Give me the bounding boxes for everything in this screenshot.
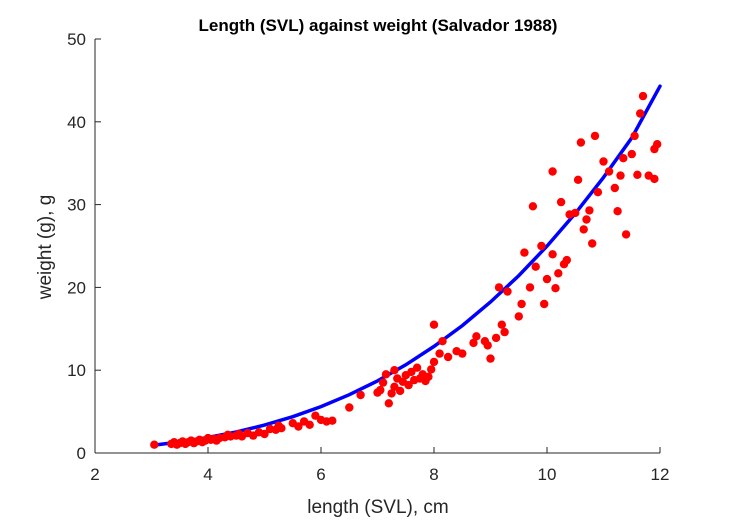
- x-axis-ticks: 2 4 6 8 10 12: [90, 447, 669, 484]
- data-point: [621, 230, 631, 239]
- data-point: [551, 284, 560, 293]
- data-point: [542, 274, 552, 284]
- data-point: [378, 378, 388, 387]
- data-point: [576, 138, 586, 147]
- data-point: [537, 241, 546, 251]
- data-point: [497, 320, 506, 329]
- data-point: [627, 149, 636, 159]
- data-point: [435, 349, 444, 358]
- data-point: [328, 416, 337, 425]
- chart-title: Length (SVL) against weight (Salvador 19…: [199, 16, 558, 35]
- data-point: [424, 372, 433, 381]
- data-point: [613, 207, 622, 216]
- data-point: [486, 354, 495, 363]
- data-point: [590, 131, 600, 141]
- axes: [94, 39, 660, 454]
- data-point: [387, 389, 396, 398]
- data-point: [427, 365, 436, 374]
- data-point: [554, 269, 563, 278]
- data-point: [528, 202, 538, 211]
- data-point: [390, 366, 399, 375]
- data-point: [573, 175, 583, 184]
- data-point: [593, 188, 603, 197]
- data-point: [305, 420, 314, 429]
- data-point: [376, 385, 385, 395]
- data-point: [650, 174, 659, 184]
- data-point: [503, 287, 512, 296]
- data-point: [483, 341, 492, 350]
- x-axis-label: length (SVL), cm: [307, 497, 449, 518]
- x-tick-label: 6: [316, 465, 325, 484]
- data-point: [599, 157, 608, 166]
- data-point: [491, 333, 501, 343]
- data-points-layer: [150, 91, 662, 449]
- data-point: [619, 154, 628, 163]
- y-tick-label: 20: [67, 278, 86, 297]
- y-tick-label: 10: [67, 361, 86, 380]
- x-tick-label: 4: [203, 465, 212, 484]
- data-point: [404, 380, 413, 390]
- data-point: [517, 299, 526, 309]
- data-point: [514, 312, 523, 321]
- data-point: [582, 215, 591, 224]
- data-point: [381, 370, 391, 379]
- data-point: [438, 337, 447, 346]
- data-point: [604, 167, 614, 176]
- data-point: [585, 206, 594, 215]
- x-tick-label: 10: [538, 465, 557, 484]
- data-point: [525, 283, 535, 292]
- data-point: [571, 208, 580, 218]
- data-point: [429, 357, 439, 367]
- y-axis-ticks: 0 10 20 30 40 50: [67, 30, 101, 463]
- data-point: [356, 390, 365, 400]
- x-tick-label: 12: [651, 465, 670, 484]
- data-point: [588, 239, 597, 248]
- data-point: [548, 250, 557, 259]
- data-point: [443, 352, 453, 362]
- data-point: [429, 320, 439, 329]
- plot-area: [95, 39, 660, 453]
- data-point: [520, 248, 529, 257]
- y-tick-label: 40: [67, 113, 86, 132]
- y-tick-label: 0: [77, 444, 86, 463]
- data-point: [260, 429, 269, 439]
- data-point: [636, 109, 645, 118]
- x-tick-label: 8: [429, 465, 438, 484]
- y-tick-label: 30: [67, 196, 86, 215]
- plot-background: [95, 39, 660, 453]
- data-point: [345, 403, 354, 412]
- data-point: [500, 327, 509, 337]
- data-point: [458, 349, 467, 358]
- data-point: [150, 440, 159, 449]
- data-point: [638, 91, 648, 101]
- data-point: [494, 283, 504, 292]
- data-point: [616, 171, 625, 180]
- data-point: [579, 225, 588, 234]
- data-point: [395, 386, 405, 396]
- data-point: [630, 131, 639, 141]
- data-point: [412, 363, 422, 372]
- data-point: [653, 140, 662, 149]
- data-point: [548, 167, 557, 176]
- data-point: [610, 183, 619, 193]
- data-point: [556, 197, 566, 207]
- data-point: [472, 332, 481, 341]
- data-point: [294, 422, 303, 431]
- data-point: [562, 255, 571, 265]
- y-tick-label: 50: [67, 30, 86, 49]
- y-axis-label: weight (g), g: [35, 195, 56, 301]
- data-point: [277, 424, 286, 433]
- data-point: [633, 170, 642, 179]
- x-tick-label: 2: [90, 465, 99, 484]
- data-point: [540, 299, 549, 309]
- data-point: [531, 262, 540, 271]
- data-point: [469, 338, 478, 348]
- data-point: [384, 399, 393, 408]
